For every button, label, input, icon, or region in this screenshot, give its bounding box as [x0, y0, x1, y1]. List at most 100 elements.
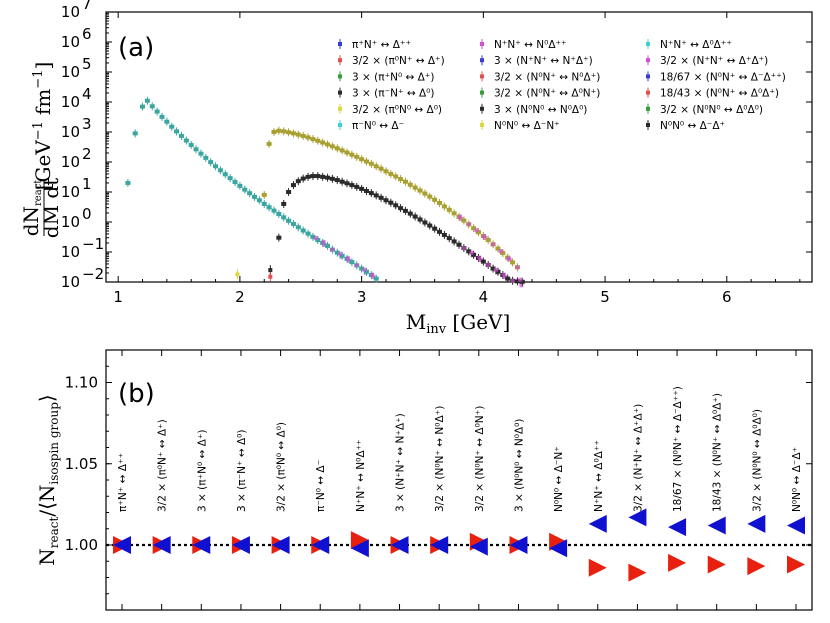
- ylabel-unit-close: ]: [31, 62, 55, 70]
- data-point: [300, 226, 306, 235]
- data-point: [344, 179, 350, 188]
- y-tick-label: 10: [61, 123, 80, 141]
- data-point: [373, 191, 379, 200]
- data-point: [227, 174, 233, 183]
- data-point: [469, 250, 477, 259]
- data-point: [281, 199, 287, 208]
- legend-label: 3 × (N⁰N⁰ ↔ N⁰Δ⁰): [494, 104, 587, 116]
- legend-marker: [480, 42, 484, 46]
- backward-marker: [787, 516, 805, 535]
- data-point: [300, 131, 306, 140]
- data-point: [417, 215, 423, 224]
- legend-marker: [646, 106, 650, 111]
- data-point: [482, 234, 491, 245]
- data-point: [485, 260, 491, 269]
- data-point: [344, 148, 350, 157]
- legend-marker: [338, 42, 342, 46]
- legend-entry: 3 × (N⁺N⁺ ↔ N⁺Δ⁺): [480, 55, 593, 67]
- data-point: [159, 112, 165, 121]
- y-tick-label: 1.10: [65, 374, 98, 392]
- category-label: 18/43 × (N⁰N⁺ ↔ Δ⁰Δ⁺): [712, 393, 724, 512]
- category-label: N⁺N⁺ ↔ N⁰Δ⁺⁺: [355, 439, 367, 512]
- data-point: [402, 177, 408, 186]
- y-tick-label: 1.00: [65, 536, 98, 554]
- backward-marker: [747, 514, 766, 533]
- legend-marker: [646, 90, 650, 95]
- data-point: [412, 212, 418, 221]
- y-tick-label: 10: [61, 3, 80, 21]
- panel-b-label: (b): [118, 379, 155, 409]
- data-point: [300, 174, 306, 183]
- legend-label: 3/2 × (N⁰N⁺ ↔ N⁰Δ⁺): [494, 71, 600, 83]
- data-point: [368, 189, 374, 198]
- y-tick-exponent: 6: [82, 25, 92, 43]
- data-point: [290, 181, 296, 190]
- data-point: [334, 176, 340, 185]
- data-point: [313, 236, 321, 245]
- legend-entry: 3 × (π⁺N⁰ ↔ Δ⁺): [338, 71, 434, 83]
- legend-marker: [338, 123, 342, 127]
- data-point: [188, 140, 194, 149]
- data-point: [393, 201, 399, 210]
- data-point: [383, 196, 389, 205]
- xlabel-unit: [GeV]: [446, 310, 510, 334]
- data-point: [242, 185, 248, 194]
- legend-entry: 3/2 × (N⁰N⁺ ↔ Δ⁰N⁺): [480, 87, 600, 100]
- backward-marker: [509, 536, 528, 554]
- data-point: [286, 216, 292, 225]
- data-point: [432, 224, 438, 233]
- x-tick-label: 2: [235, 288, 245, 306]
- ylabel-b-close: ⟩: [35, 394, 59, 402]
- legend-entry: N⁺N⁺ ↔ N⁰Δ⁺⁺: [480, 39, 567, 51]
- ylabel-den: dM dt: [39, 178, 63, 238]
- legend-marker: [646, 74, 650, 79]
- data-point: [456, 240, 462, 249]
- data-point: [368, 159, 374, 168]
- y-tick-exponent: 1: [82, 175, 92, 193]
- data-point: [477, 255, 486, 266]
- data-point: [493, 267, 501, 276]
- legend-entry: N⁰N⁰ ↔ Δ⁻Δ⁺: [646, 120, 725, 132]
- data-point: [169, 122, 175, 131]
- ylabel-unit-exp: −1: [31, 121, 46, 140]
- legend-label: 3 × (N⁺N⁺ ↔ N⁺Δ⁺): [494, 55, 593, 67]
- data-point: [461, 244, 467, 253]
- data-point: [276, 209, 282, 218]
- data-point: [393, 172, 399, 181]
- backward-marker: [469, 537, 488, 556]
- legend-entry: 18/67 × (N⁰N⁺ ↔ Δ⁻Δ⁺⁺): [646, 71, 786, 83]
- svg-text:dNreact: dNreact: [19, 180, 44, 237]
- data-point: [427, 192, 433, 201]
- data-point: [144, 96, 150, 105]
- backward-marker: [231, 536, 250, 554]
- backward-marker: [350, 539, 369, 558]
- data-point: [247, 189, 253, 198]
- legend-entry: π⁻N⁰ ↔ Δ⁻: [338, 120, 404, 132]
- legend-label: 3/2 × (π⁰N⁰ ↔ Δ⁰): [352, 104, 442, 116]
- legend-label: 18/67 × (N⁰N⁺ ↔ Δ⁻Δ⁺⁺): [660, 71, 786, 83]
- legend-label: 3 × (π⁻N⁺ ↔ Δ⁰): [352, 88, 434, 100]
- data-point: [412, 183, 418, 192]
- data-point: [174, 127, 180, 136]
- backward-marker: [588, 514, 607, 533]
- backward-marker: [707, 516, 726, 535]
- data-point: [334, 144, 340, 153]
- data-point: [125, 178, 131, 187]
- data-point: [362, 267, 369, 276]
- data-point: [359, 155, 365, 164]
- legend-marker: [646, 123, 650, 127]
- y-tick-label: 10: [61, 33, 80, 51]
- data-point: [510, 276, 516, 285]
- y-tick-label: 1.05: [65, 455, 98, 473]
- legend-label: π⁻N⁰ ↔ Δ⁻: [352, 120, 404, 132]
- y-tick-label: 10: [61, 243, 80, 261]
- y-tick-label: 10: [61, 183, 80, 201]
- category-label: 3 × (π⁺N⁰ ↔ Δ⁺): [196, 430, 208, 512]
- data-point: [252, 192, 258, 201]
- data-point: [321, 239, 331, 250]
- svg-text:Nreact/⟨Nisospin group⟩: Nreact/⟨Nisospin group⟩: [35, 394, 61, 565]
- data-point: [140, 102, 146, 111]
- data-point: [305, 133, 311, 142]
- data-point: [320, 138, 326, 147]
- y-tick-exponent: 4: [82, 85, 92, 103]
